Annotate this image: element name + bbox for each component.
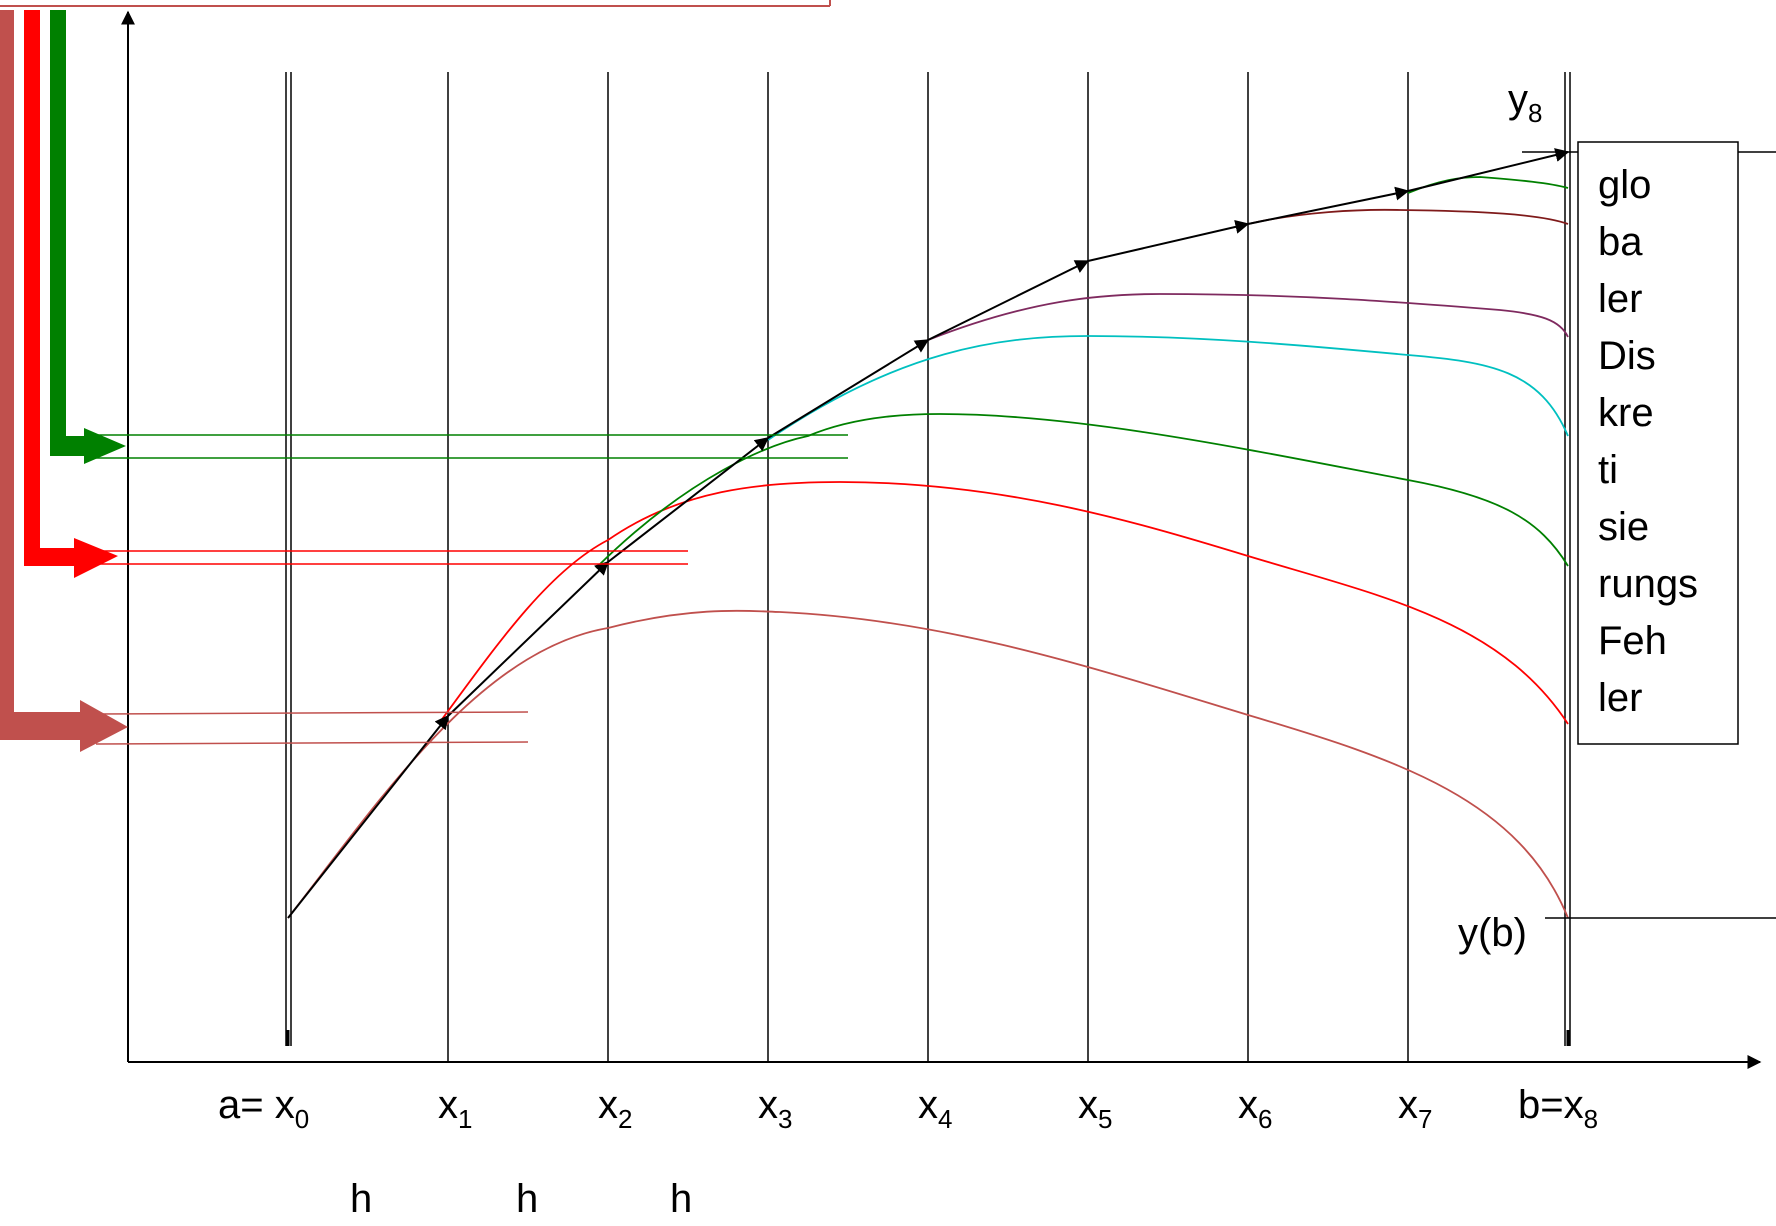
arrow-bottom [0,10,128,752]
x-label-1: x1 [438,1083,472,1134]
box-word-7: rungs [1598,562,1698,606]
grid-lines [285,72,1571,1062]
curve-from-x5 [1247,208,1569,225]
box-word-0: glo [1598,163,1651,207]
x-label-6: x6 [1238,1083,1272,1134]
solution-curves [287,176,1569,919]
arrow-top [50,10,126,464]
euler-step-5 [927,260,1090,341]
h-label-1: h [516,1177,538,1221]
euler-step-2 [447,561,610,717]
x-label-5: x5 [1078,1083,1112,1134]
h-label-0: h [350,1177,372,1221]
euler-step-8 [1407,148,1570,192]
box-word-4: kre [1598,391,1654,435]
curve-from-x0 [287,609,1569,919]
x-label-7: x7 [1398,1083,1432,1134]
x-label-4: x4 [918,1083,952,1134]
curve-from-x3 [767,335,1569,441]
box-word-6: sie [1598,505,1649,549]
x-label-0: a= x0 [218,1083,309,1134]
box-word-2: ler [1598,277,1642,321]
global-error-box [1577,141,1739,745]
x-label-2: x2 [598,1083,632,1134]
euler-step-4 [767,339,930,439]
box-word-3: Dis [1598,334,1656,378]
h-label-2: h [670,1177,692,1221]
curve-from-x2 [595,413,1569,569]
local-error-line-1-bottom [95,741,529,745]
local-error-lines [90,434,848,745]
euler-step-7 [1247,186,1410,225]
local-error-line-1-top [95,711,529,715]
global-error-words: glo ba ler Dis kre ti sie rungs Feh ler [1598,163,1698,720]
box-word-9: ler [1598,676,1642,720]
x-axis-labels: a= x0 x1 x2 x3 x4 x5 x6 x7 b=x8 [218,1083,1598,1134]
curve-from-x1 [439,481,1569,725]
box-word-5: ti [1598,448,1618,492]
euler-path [287,148,1570,919]
euler-step-6 [1087,220,1250,262]
box-word-8: Feh [1598,619,1667,663]
yb-label: y(b) [1458,911,1527,955]
arrow-middle [24,10,118,578]
x-label-8: b=x8 [1518,1083,1598,1134]
bracket-arrows [0,10,128,752]
euler-step-1 [287,714,449,919]
y8-label: y8 [1508,77,1542,128]
curve-from-x4 [927,293,1569,341]
box-word-1: ba [1598,220,1643,264]
euler-step-3 [607,437,770,563]
x-label-3: x3 [758,1083,792,1134]
